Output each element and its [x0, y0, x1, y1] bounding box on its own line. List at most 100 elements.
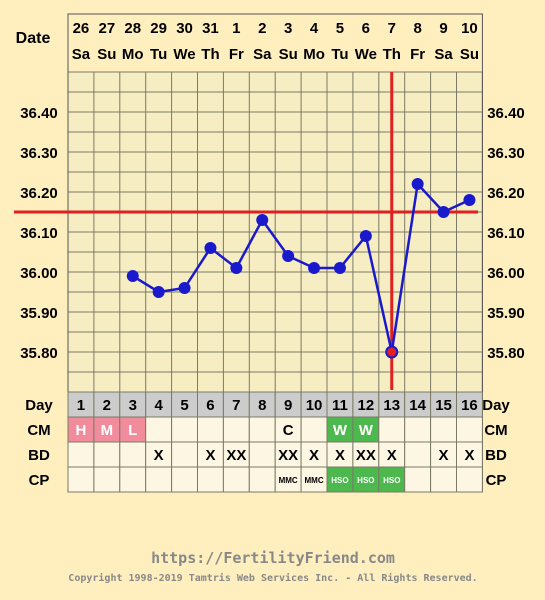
date-label: Date	[16, 30, 51, 47]
cp-row-label: CP	[29, 472, 50, 489]
bd-cell-bg	[404, 441, 432, 468]
date-label: 3	[284, 20, 292, 37]
y-tick-label-right: 35.90	[487, 305, 525, 322]
cp-cell-bg	[171, 466, 199, 493]
cycle-day-bg	[222, 391, 250, 418]
date-label: 1	[232, 20, 240, 37]
date-label: 26	[73, 20, 90, 37]
cm-cell-bg	[171, 416, 199, 443]
weekday-label: Th	[383, 46, 401, 63]
weekday-label: Mo	[122, 46, 144, 63]
cp-cell-bg	[352, 466, 380, 493]
date-label: 30	[176, 20, 193, 37]
date-label: 9	[439, 20, 447, 37]
cycle-day-bg	[248, 391, 276, 418]
cycle-day-bg	[145, 391, 173, 418]
cm-cell-bg	[67, 416, 95, 443]
cm-cell: W	[359, 422, 374, 439]
cycle-day-bg	[300, 391, 328, 418]
y-tick-label: 36.00	[20, 265, 58, 282]
temperature-point	[178, 282, 191, 294]
weekday-label: We	[355, 46, 377, 63]
cycle-day: 6	[206, 397, 214, 414]
bd-cell: X	[464, 447, 474, 464]
temperature-point	[333, 262, 346, 274]
weekday-label: Tu	[150, 46, 167, 63]
cycle-day: 11	[332, 397, 348, 414]
cm-cell-bg	[222, 416, 250, 443]
weekday-label: Su	[460, 46, 479, 63]
bd-cell-bg	[119, 441, 147, 468]
cycle-day-bg	[274, 391, 302, 418]
bd-cell: X	[154, 447, 164, 464]
temperature-point	[152, 286, 165, 298]
date-label: 6	[362, 20, 370, 37]
cm-cell-bg	[248, 416, 276, 443]
cycle-day: 7	[232, 397, 240, 414]
bd-cell: X	[387, 447, 397, 464]
cycle-day: 15	[435, 397, 452, 414]
day-row-label-right: Day	[482, 397, 510, 414]
y-tick-label-right: 36.10	[487, 225, 525, 242]
date-label: 7	[388, 20, 396, 37]
cp-cell-bg	[456, 466, 483, 493]
bd-row-label: BD	[28, 447, 50, 464]
cycle-day: 14	[409, 397, 426, 414]
cp-cell-bg	[222, 466, 250, 493]
cm-cell-bg	[300, 416, 328, 443]
temperature-point	[230, 262, 243, 274]
weekday-label: Sa	[72, 46, 91, 63]
date-label: 10	[461, 20, 478, 37]
weekday-label: Mo	[303, 46, 325, 63]
bd-cell-bg	[93, 441, 121, 468]
bd-row-label-right: BD	[485, 447, 507, 464]
header-strip	[68, 14, 483, 72]
temperature-point	[437, 206, 450, 218]
temperature-point	[282, 250, 295, 262]
bd-cell: X	[335, 447, 345, 464]
cm-cell-bg	[274, 416, 302, 443]
date-label: 29	[150, 20, 167, 37]
cp-cell: HSO	[357, 476, 374, 485]
bd-cell-bg	[171, 441, 199, 468]
weekday-label: Su	[279, 46, 298, 63]
cp-cell-bg	[326, 466, 354, 493]
weekday-label: We	[173, 46, 195, 63]
cp-cell-bg	[404, 466, 432, 493]
bd-cell: XX	[278, 447, 298, 464]
cycle-day-bg	[171, 391, 199, 418]
temperature-point	[126, 270, 139, 282]
weekday-label: Tu	[331, 46, 348, 63]
cycle-day-bg	[352, 391, 380, 418]
bd-cell-bg	[326, 441, 354, 468]
temperature-line	[132, 181, 470, 353]
cp-row-label-right: CP	[486, 472, 507, 489]
footer-copyright: Copyright 1998-2019 Tamtris Web Services…	[68, 572, 477, 584]
cm-row-label-right: CM	[484, 422, 507, 439]
cm-cell-bg	[430, 416, 458, 443]
cm-cell: L	[128, 422, 137, 439]
cm-cell-bg	[456, 416, 483, 443]
weekday-label: Sa	[253, 46, 272, 63]
cp-cell: MMC	[279, 476, 298, 485]
y-tick-label-right: 36.20	[487, 185, 525, 202]
cycle-day-bg	[430, 391, 458, 418]
cycle-day: 10	[306, 397, 323, 414]
cp-cell-bg	[274, 466, 302, 493]
weekday-label: Su	[97, 46, 116, 63]
y-tick-label: 36.30	[20, 145, 58, 162]
bd-cell-bg	[352, 441, 380, 468]
weekday-label: Fr	[410, 46, 425, 63]
cycle-day: 13	[383, 397, 400, 414]
temperature-point	[385, 345, 399, 359]
y-tick-label: 36.40	[20, 105, 58, 122]
cycle-day: 5	[180, 397, 188, 414]
temperature-point	[463, 194, 476, 206]
date-label: 2	[258, 20, 266, 37]
cm-cell-bg	[378, 416, 406, 443]
cm-cell: H	[76, 422, 87, 439]
footer-url[interactable]: https://FertilityFriend.com	[151, 549, 395, 567]
day-row-label: Day	[25, 397, 53, 414]
cycle-day: 16	[461, 397, 478, 414]
